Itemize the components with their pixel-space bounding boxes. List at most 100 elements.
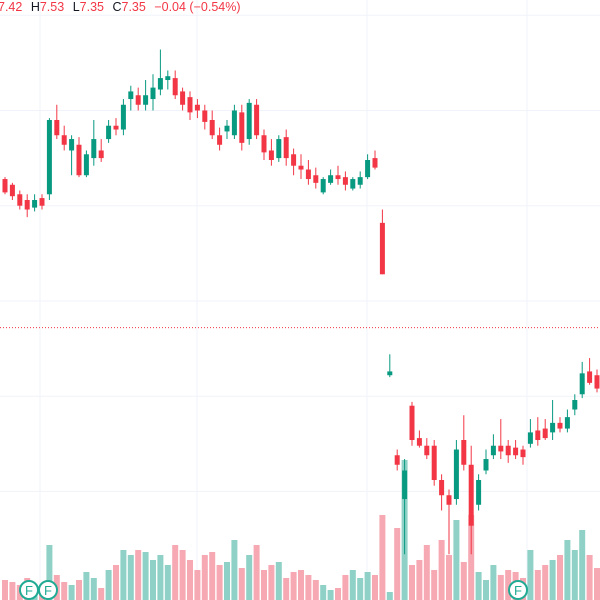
candle-layer bbox=[2, 49, 600, 555]
volume-bar bbox=[327, 590, 334, 600]
volume-bar bbox=[416, 560, 423, 600]
candle-body bbox=[424, 445, 430, 456]
volume-bar bbox=[372, 575, 378, 600]
volume-bar bbox=[483, 580, 489, 600]
candle-body bbox=[468, 464, 474, 526]
volume-bar bbox=[475, 572, 482, 600]
candle-body bbox=[261, 135, 267, 153]
candle-body bbox=[180, 91, 186, 105]
candle-body bbox=[513, 447, 519, 456]
volume-bar bbox=[231, 540, 238, 600]
candle-body bbox=[83, 154, 89, 176]
marker-label: F bbox=[44, 583, 52, 598]
candle-body bbox=[120, 104, 126, 130]
volume-bar bbox=[98, 588, 105, 600]
candle-body bbox=[564, 417, 570, 429]
volume-bar bbox=[542, 565, 549, 600]
candle-body bbox=[106, 125, 112, 140]
candle-body bbox=[313, 175, 319, 183]
volume-bar bbox=[364, 572, 371, 600]
event-marker[interactable]: F bbox=[508, 580, 528, 600]
candle-body bbox=[194, 104, 200, 111]
candle-body bbox=[276, 139, 282, 159]
volume-bar bbox=[90, 578, 97, 600]
volume-bar bbox=[150, 560, 156, 600]
event-marker[interactable]: F bbox=[19, 580, 39, 600]
volume-bar bbox=[357, 578, 364, 600]
candle-body bbox=[268, 150, 274, 160]
candle-body bbox=[32, 200, 38, 208]
candle-body bbox=[461, 440, 467, 465]
volume-bar bbox=[394, 528, 401, 600]
candle-body bbox=[416, 438, 422, 446]
volume-bar bbox=[290, 572, 297, 600]
candle-body bbox=[254, 104, 260, 136]
candle-body bbox=[476, 480, 482, 505]
candle-body bbox=[157, 78, 163, 90]
candle-body bbox=[372, 158, 378, 168]
candle-body bbox=[217, 135, 223, 145]
candle-body bbox=[498, 445, 504, 452]
volume-bar bbox=[179, 550, 186, 600]
volume-bar bbox=[312, 580, 319, 600]
candle-body bbox=[150, 87, 156, 100]
candle-body bbox=[342, 177, 348, 185]
event-marker[interactable]: F bbox=[38, 580, 58, 600]
volume-bar bbox=[534, 570, 541, 600]
volume-bar bbox=[142, 552, 149, 600]
candle-body bbox=[446, 495, 452, 505]
volume-bar bbox=[557, 555, 563, 600]
candle-body bbox=[17, 194, 23, 206]
candle-body bbox=[335, 175, 341, 180]
legend-value: 7.35 bbox=[122, 0, 146, 14]
candle-body bbox=[520, 449, 526, 458]
candle-body bbox=[54, 120, 60, 136]
candle-body bbox=[61, 135, 67, 145]
volume-bar bbox=[157, 555, 164, 600]
volume-bar bbox=[594, 568, 600, 600]
volume-bar bbox=[187, 560, 193, 600]
candle-body bbox=[572, 400, 578, 410]
candle-body bbox=[9, 184, 15, 197]
volume-bar bbox=[549, 560, 556, 600]
volume-bar bbox=[275, 562, 282, 600]
candle-body bbox=[2, 179, 8, 193]
volume-bar bbox=[120, 550, 127, 600]
volume-bar bbox=[453, 520, 460, 600]
volume-bar bbox=[409, 565, 415, 600]
candle-body bbox=[535, 430, 541, 440]
candle-body bbox=[328, 175, 334, 183]
volume-bar bbox=[298, 570, 304, 600]
legend-value: 7.42 bbox=[0, 0, 22, 14]
candle-body bbox=[431, 445, 437, 480]
candle-body bbox=[224, 125, 230, 132]
candle-body bbox=[231, 110, 237, 136]
candle-body bbox=[379, 222, 385, 275]
candle-body bbox=[453, 449, 459, 500]
candle-body bbox=[365, 160, 371, 178]
volume-bar bbox=[564, 540, 571, 600]
volume-bar bbox=[438, 540, 445, 600]
volume-bar bbox=[76, 580, 82, 600]
legend-change: −0.04 (−0.54%) bbox=[154, 0, 240, 14]
candle-body bbox=[350, 179, 356, 189]
ohlc-legend: 7.42 H7.53 L7.35 C7.35 −0.04 (−0.54%) bbox=[0, 0, 241, 14]
candle-body bbox=[172, 78, 178, 96]
marker-circle bbox=[38, 580, 58, 600]
volume-bar bbox=[571, 550, 578, 600]
volume-bar bbox=[423, 545, 430, 600]
candle-body bbox=[505, 445, 511, 456]
volume-bar bbox=[68, 585, 75, 600]
volume-bar bbox=[246, 555, 253, 600]
candle-body bbox=[402, 470, 408, 500]
candle-body bbox=[239, 112, 245, 143]
volume-bar bbox=[497, 575, 504, 600]
candle-body bbox=[91, 139, 97, 159]
volume-bar bbox=[446, 555, 452, 600]
candle-body bbox=[113, 125, 119, 130]
volume-bar bbox=[586, 555, 593, 600]
volume-bar bbox=[305, 575, 312, 600]
marker-label: F bbox=[25, 583, 33, 598]
candle-body bbox=[291, 154, 297, 166]
